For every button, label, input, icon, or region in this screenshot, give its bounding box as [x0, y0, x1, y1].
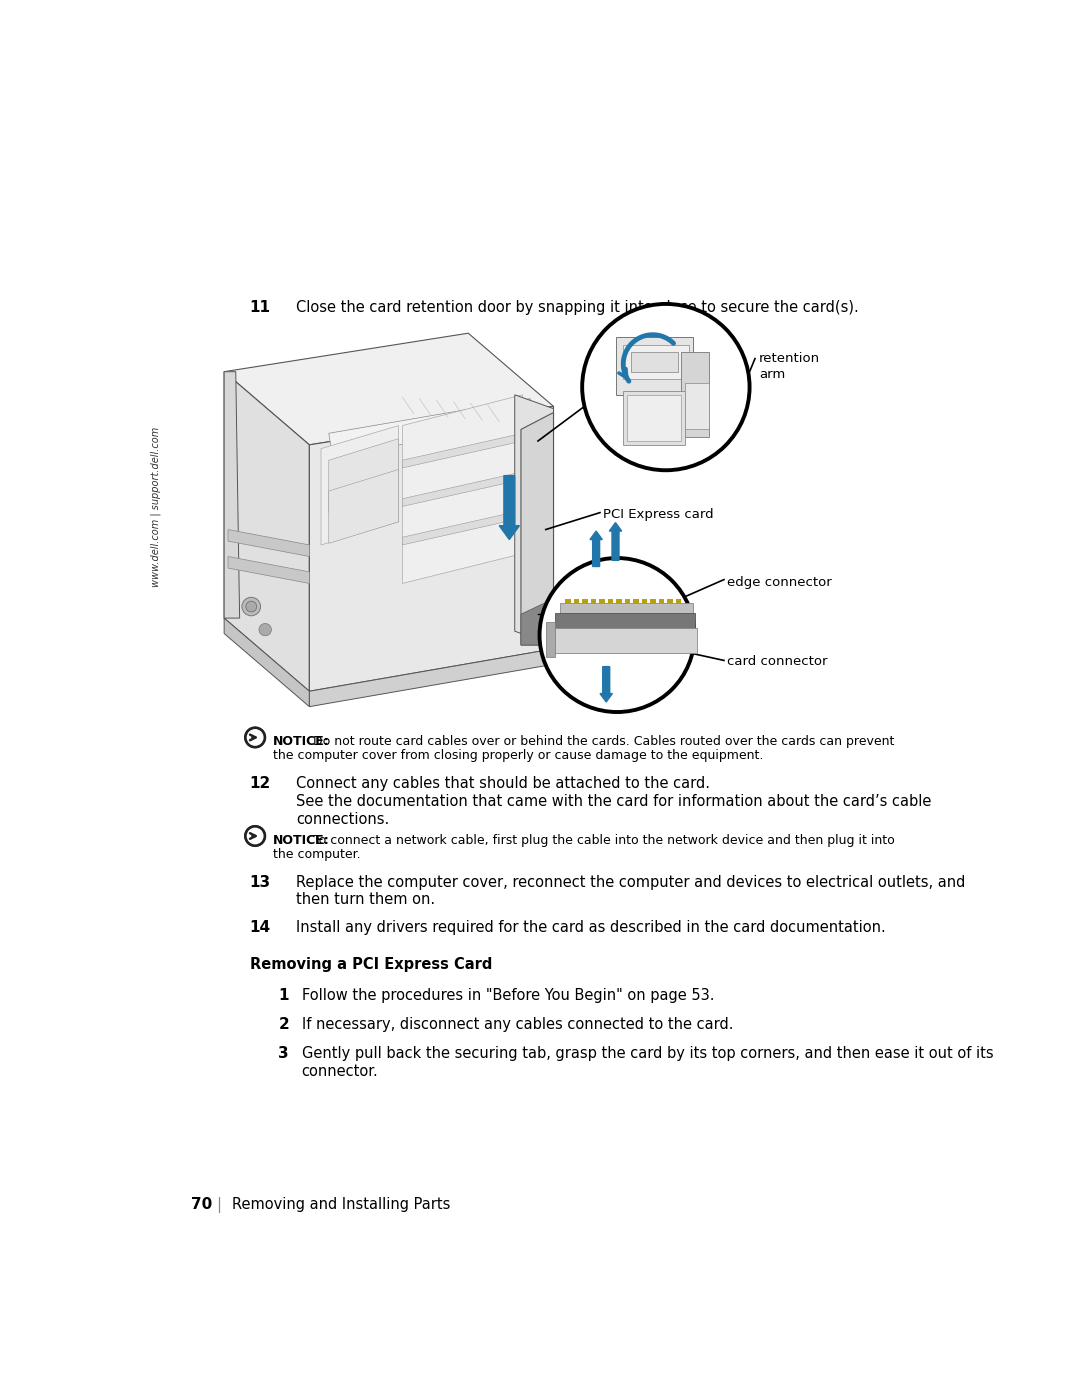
Text: the computer cover from closing properly or cause damage to the equipment.: the computer cover from closing properly… [273, 749, 764, 761]
FancyArrow shape [600, 666, 612, 703]
FancyArrow shape [590, 531, 603, 567]
Polygon shape [623, 345, 689, 380]
Text: 13: 13 [249, 875, 271, 890]
Polygon shape [631, 352, 677, 372]
Polygon shape [642, 599, 647, 602]
Text: 3: 3 [279, 1046, 289, 1062]
FancyArrow shape [609, 522, 622, 560]
Text: 11: 11 [249, 300, 271, 316]
Text: Gently pull back the securing tab, grasp the card by its top corners, and then e: Gently pull back the securing tab, grasp… [301, 1046, 994, 1078]
Polygon shape [573, 599, 579, 602]
Text: Removing and Installing Parts: Removing and Installing Parts [232, 1197, 450, 1213]
Text: edge connector: edge connector [727, 576, 832, 588]
Polygon shape [521, 412, 554, 645]
Polygon shape [633, 599, 638, 602]
Circle shape [246, 601, 257, 612]
Polygon shape [328, 439, 399, 513]
Text: NOTICE:: NOTICE: [273, 735, 329, 749]
Polygon shape [681, 352, 708, 437]
Polygon shape [676, 599, 681, 602]
Circle shape [540, 557, 694, 712]
Polygon shape [685, 383, 708, 429]
Text: 14: 14 [249, 921, 271, 935]
Polygon shape [559, 602, 693, 613]
Polygon shape [515, 395, 554, 645]
Text: |: | [216, 1197, 221, 1213]
Polygon shape [552, 629, 697, 652]
Circle shape [247, 828, 262, 844]
Polygon shape [228, 556, 309, 584]
Text: If necessary, disconnect any cables connected to the card.: If necessary, disconnect any cables conn… [301, 1017, 733, 1032]
Text: Close the card retention door by snapping it into place to secure the card(s).: Close the card retention door by snappin… [296, 300, 859, 316]
Text: 70: 70 [191, 1197, 212, 1213]
Polygon shape [599, 599, 605, 602]
Polygon shape [616, 337, 693, 395]
Polygon shape [582, 599, 588, 602]
Polygon shape [309, 407, 554, 692]
Text: NOTICE:: NOTICE: [273, 834, 329, 847]
Text: retention
arm: retention arm [759, 352, 820, 381]
Polygon shape [608, 599, 613, 602]
Polygon shape [225, 372, 309, 692]
Polygon shape [403, 472, 523, 507]
Polygon shape [225, 372, 240, 617]
Polygon shape [225, 617, 309, 707]
Circle shape [247, 729, 262, 745]
Text: PCI Express card: PCI Express card [603, 509, 714, 521]
Polygon shape [659, 599, 664, 602]
Polygon shape [565, 599, 570, 602]
Text: To connect a network cable, first plug the cable into the network device and the: To connect a network cable, first plug t… [313, 834, 895, 847]
Text: card connector: card connector [727, 655, 827, 668]
Text: Removing a PCI Express Card: Removing a PCI Express Card [249, 957, 492, 972]
Polygon shape [228, 529, 309, 556]
Text: 1: 1 [279, 988, 288, 1003]
Polygon shape [521, 599, 554, 645]
Circle shape [245, 826, 266, 847]
Text: See the documentation that came with the card for information about the card’s c: See the documentation that came with the… [296, 795, 932, 827]
Circle shape [582, 305, 750, 471]
Polygon shape [309, 648, 554, 707]
Polygon shape [591, 599, 596, 602]
Polygon shape [403, 433, 523, 468]
Polygon shape [623, 391, 685, 444]
Text: the computer.: the computer. [273, 848, 361, 861]
Polygon shape [403, 395, 526, 584]
Polygon shape [617, 599, 622, 602]
Text: 12: 12 [249, 775, 271, 791]
Polygon shape [650, 599, 656, 602]
Circle shape [245, 728, 266, 747]
FancyArrow shape [499, 475, 519, 539]
Text: www.dell.com | support.dell.com: www.dell.com | support.dell.com [151, 426, 161, 587]
Circle shape [242, 598, 260, 616]
Text: Replace the computer cover, reconnect the computer and devices to electrical out: Replace the computer cover, reconnect th… [296, 875, 966, 907]
Polygon shape [625, 599, 631, 602]
Text: 2: 2 [279, 1017, 289, 1032]
Text: Follow the procedures in "Before You Begin" on page 53.: Follow the procedures in "Before You Beg… [301, 988, 714, 1003]
Polygon shape [328, 469, 399, 543]
Polygon shape [225, 334, 554, 444]
Polygon shape [403, 510, 523, 545]
Polygon shape [545, 622, 555, 657]
Polygon shape [321, 426, 399, 545]
Polygon shape [555, 613, 694, 629]
Polygon shape [667, 599, 673, 602]
Text: Install any drivers required for the card as described in the card documentation: Install any drivers required for the car… [296, 921, 886, 935]
Polygon shape [328, 398, 535, 457]
Text: Do not route card cables over or behind the cards. Cables routed over the cards : Do not route card cables over or behind … [313, 735, 894, 749]
Circle shape [259, 623, 271, 636]
Polygon shape [627, 395, 681, 441]
Text: Connect any cables that should be attached to the card.: Connect any cables that should be attach… [296, 775, 711, 791]
